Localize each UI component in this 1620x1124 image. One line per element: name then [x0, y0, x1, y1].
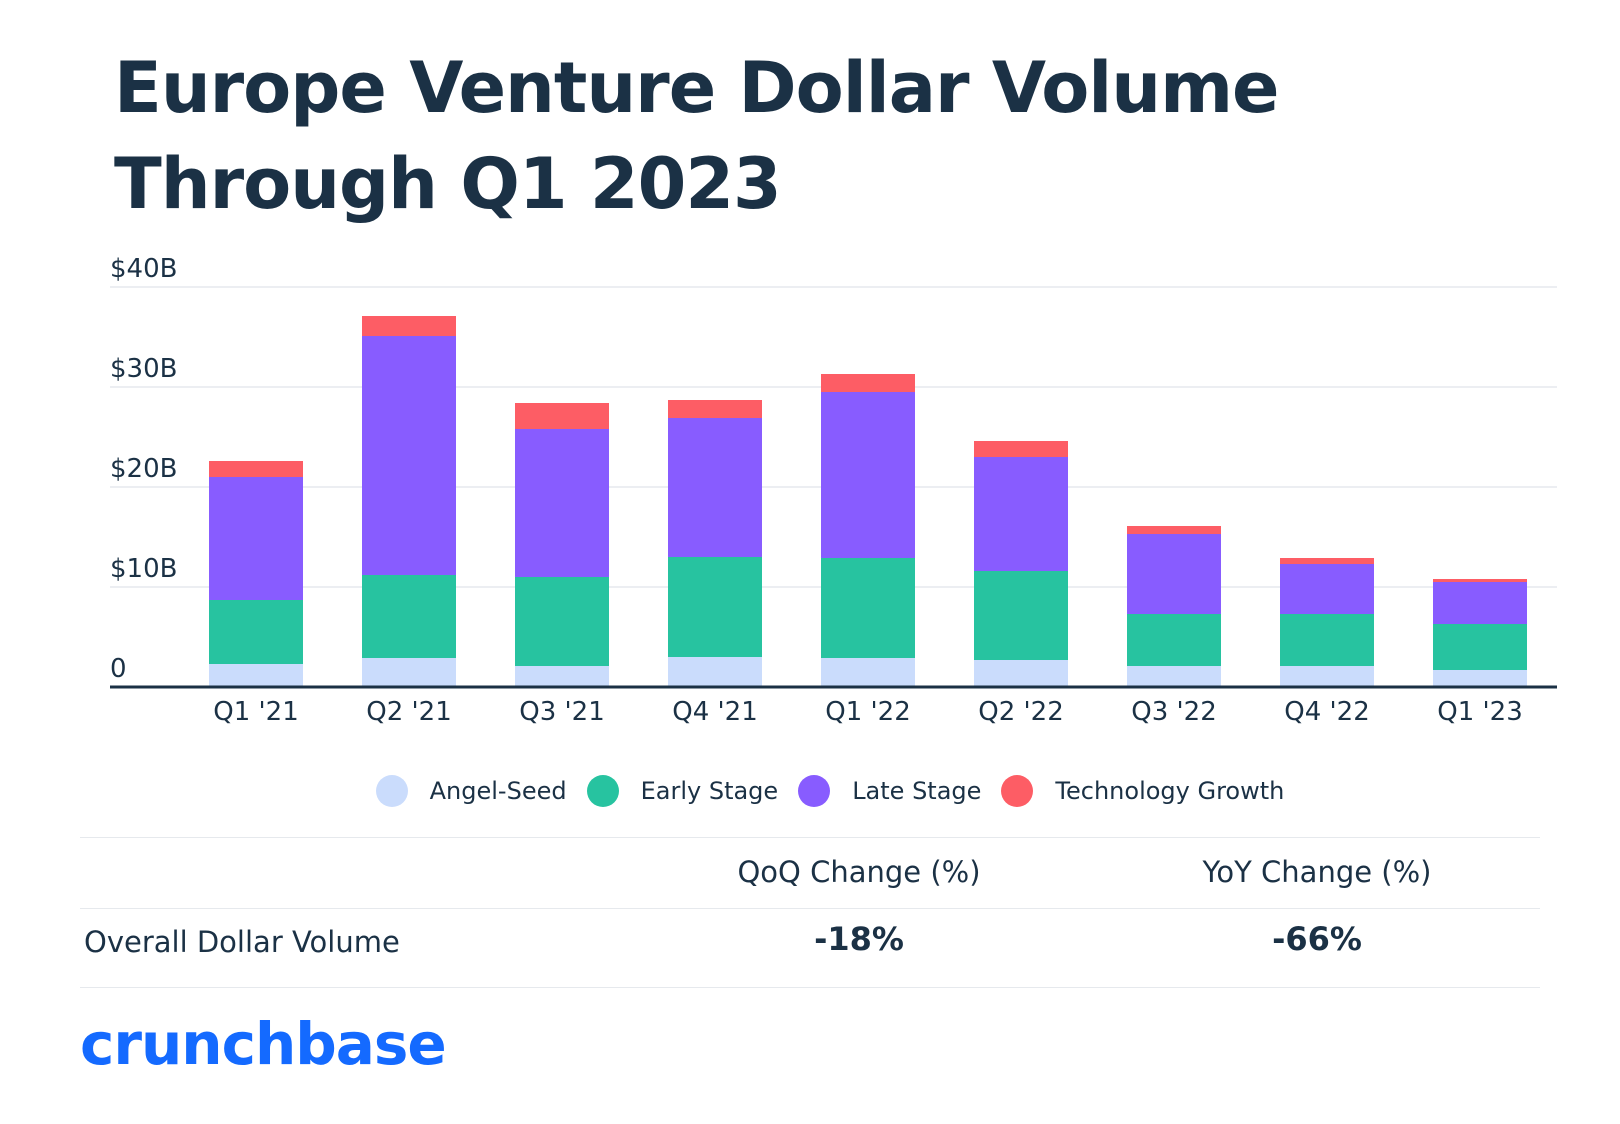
- legend-swatch-angel-seed: [375, 775, 408, 807]
- x-tick-label: Q3 '21: [519, 697, 605, 727]
- legend-item-late-stage: Late Stage: [798, 775, 981, 807]
- bar-segment-early-stage: [974, 571, 1068, 660]
- bars: [209, 316, 1527, 687]
- crunchbase-logo: crunchbase: [80, 1010, 447, 1078]
- bar-segment-late-stage: [1433, 582, 1527, 624]
- bar-segment-angel-seed: [668, 657, 762, 687]
- legend-label-late-stage: Late Stage: [852, 777, 982, 805]
- bar-segment-technology-growth: [821, 374, 915, 392]
- y-tick-label: $40B: [110, 254, 177, 284]
- bar-segment-late-stage: [515, 429, 609, 577]
- bar-segment-angel-seed: [209, 664, 303, 687]
- y-tick-label: 0: [110, 654, 127, 684]
- overall-dollar-volume-label: Overall Dollar Volume: [84, 925, 400, 959]
- legend-item-early-stage: Early Stage: [586, 775, 779, 807]
- table-top-divider: [80, 837, 1540, 838]
- bar-segment-technology-growth: [974, 441, 1068, 457]
- bar-segment-early-stage: [668, 557, 762, 657]
- bar-segment-early-stage: [821, 558, 915, 658]
- bar-segment-technology-growth: [1127, 526, 1221, 534]
- legend-label-early-stage: Early Stage: [640, 777, 779, 805]
- bar-segment-early-stage: [515, 577, 609, 666]
- y-tick-label: $10B: [110, 554, 177, 584]
- bar-segment-early-stage: [209, 600, 303, 664]
- x-tick-label: Q1 '21: [213, 697, 299, 727]
- yoy-value: -66%: [1272, 920, 1362, 958]
- bar-segment-technology-growth: [1433, 579, 1527, 582]
- chart-title: Europe Venture Dollar Volume Through Q1 …: [114, 47, 1280, 225]
- table-bottom-divider: [80, 987, 1540, 988]
- axes: 0 $10B $20B $30B $40B Q1 '21 Q2 '21 Q3 '21 Q4 '2…: [110, 254, 1557, 727]
- bar-segment-late-stage: [668, 418, 762, 557]
- bar-segment-technology-growth: [515, 403, 609, 429]
- bar-segment-late-stage: [974, 457, 1068, 571]
- x-tick-label: Q2 '22: [978, 697, 1064, 727]
- legend-swatch-late-stage: [798, 775, 831, 807]
- x-tick-label: Q4 '21: [672, 697, 758, 727]
- qoq-header: QoQ Change (%): [737, 855, 981, 889]
- bar-segment-angel-seed: [515, 666, 609, 687]
- bar-segment-late-stage: [209, 477, 303, 600]
- bar-segment-late-stage: [821, 392, 915, 558]
- legend-item-technology-growth: Technology Growth: [1001, 775, 1284, 807]
- bar-segment-late-stage: [1127, 534, 1221, 614]
- bar-segment-angel-seed: [1127, 666, 1221, 687]
- y-tick-label: $30B: [110, 354, 177, 384]
- bar-segment-angel-seed: [362, 658, 456, 687]
- legend-swatch-technology-growth: [1001, 775, 1034, 807]
- legend-label-angel-seed: Angel-Seed: [429, 777, 567, 805]
- bar-segment-angel-seed: [974, 660, 1068, 687]
- legend-item-angel-seed: Angel-Seed: [375, 775, 567, 807]
- stacked-bar-chart: 0 $10B $20B $30B $40B Q1 '21 Q2 '21 Q3 '21 Q4 '2…: [110, 254, 1557, 727]
- bar-segment-technology-growth: [209, 461, 303, 477]
- bar-segment-early-stage: [362, 575, 456, 658]
- bar-segment-early-stage: [1280, 614, 1374, 666]
- x-tick-label: Q4 '22: [1284, 697, 1370, 727]
- bar-segment-technology-growth: [668, 400, 762, 418]
- yoy-header: YoY Change (%): [1202, 855, 1432, 889]
- bar-segment-late-stage: [1280, 564, 1374, 614]
- x-tick-label: Q2 '21: [366, 697, 452, 727]
- bar-segment-technology-growth: [1280, 558, 1374, 564]
- legend-label-technology-growth: Technology Growth: [1055, 777, 1285, 805]
- legend-swatch-early-stage: [586, 775, 619, 807]
- legend: Angel-Seed Early Stage Late Stage Techno…: [0, 775, 1620, 807]
- x-tick-label: Q1 '22: [825, 697, 911, 727]
- table-header-divider: [80, 908, 1540, 909]
- qoq-value: -18%: [814, 920, 904, 958]
- bar-segment-angel-seed: [1280, 666, 1374, 687]
- bar-segment-early-stage: [1127, 614, 1221, 666]
- bar-segment-late-stage: [362, 336, 456, 575]
- x-tick-label: Q3 '22: [1131, 697, 1217, 727]
- y-tick-label: $20B: [110, 454, 177, 484]
- x-tick-label: Q1 '23: [1437, 697, 1523, 727]
- bar-segment-angel-seed: [1433, 670, 1527, 687]
- bar-segment-technology-growth: [362, 316, 456, 336]
- bar-segment-angel-seed: [821, 658, 915, 687]
- bar-segment-early-stage: [1433, 624, 1527, 670]
